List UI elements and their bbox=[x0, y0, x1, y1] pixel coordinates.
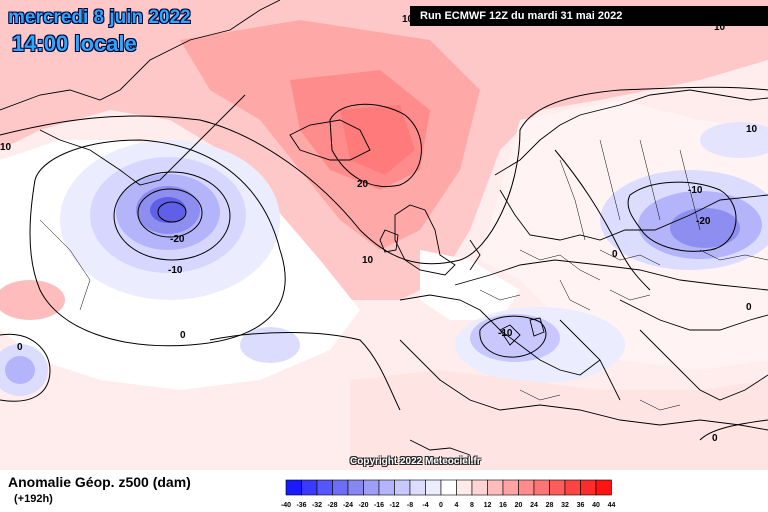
country-borders bbox=[39, 139, 768, 411]
legend-swatch bbox=[425, 479, 442, 496]
forecast-time: 14:00 locale bbox=[12, 31, 137, 56]
legend-tick-label: -28 bbox=[327, 502, 337, 509]
legend-tick-label: -36 bbox=[296, 502, 306, 509]
legend-swatch bbox=[502, 479, 519, 496]
legend-tick-label: 8 bbox=[470, 502, 474, 509]
legend-tick-label: 16 bbox=[499, 502, 507, 509]
legend-tick-label: 20 bbox=[515, 502, 523, 509]
legend-tick-label: -32 bbox=[312, 502, 322, 509]
legend-tick-label: 28 bbox=[546, 502, 554, 509]
legend-swatch bbox=[363, 479, 380, 496]
legend-swatch bbox=[440, 479, 457, 496]
contour-label: 0 bbox=[612, 249, 618, 260]
legend-swatch bbox=[595, 479, 612, 496]
legend-swatch bbox=[378, 479, 395, 496]
forecast-date: mercredi 8 juin 2022 bbox=[8, 7, 191, 28]
contour-label: 10 bbox=[402, 14, 414, 25]
legend-swatch bbox=[409, 479, 426, 496]
legend-swatch bbox=[471, 479, 488, 496]
contour-label: -10 bbox=[168, 265, 183, 276]
legend-swatch bbox=[394, 479, 411, 496]
contour-label: 10 bbox=[362, 255, 374, 266]
run-info: Run ECMWF 12Z du mardi 31 mai 2022 bbox=[410, 6, 768, 26]
legend-swatch bbox=[580, 479, 597, 496]
contour-label: -20 bbox=[170, 234, 185, 245]
legend-tick-label: -4 bbox=[422, 502, 428, 509]
legend-swatch bbox=[285, 479, 302, 496]
contour-label: 10 bbox=[746, 124, 758, 135]
legend-title: Anomalie Géop. z500 (dam) bbox=[8, 474, 191, 490]
copyright: Copyright 2022 Meteociel.fr bbox=[350, 456, 481, 467]
contour-labels: 20 10 10 10 -20 -10 0 -10 -20 0 -10 0 0 … bbox=[0, 14, 758, 444]
legend-swatch bbox=[316, 479, 333, 496]
legend-swatch bbox=[332, 479, 349, 496]
legend-swatch bbox=[347, 479, 364, 496]
contour-label: -10 bbox=[688, 185, 703, 196]
legend-tick-label: -20 bbox=[358, 502, 368, 509]
contour-label: -20 bbox=[696, 216, 711, 227]
legend-tick-label: -12 bbox=[389, 502, 399, 509]
legend-tick-label: 36 bbox=[577, 502, 585, 509]
contour-label: 20 bbox=[357, 179, 369, 190]
legend-swatch bbox=[301, 479, 318, 496]
forecast-range: (+192h) bbox=[14, 493, 53, 505]
legend-tick-label: 4 bbox=[455, 502, 459, 509]
legend-tick-label: -8 bbox=[407, 502, 413, 509]
contour-label: 10 bbox=[714, 22, 726, 33]
contour-label: 0 bbox=[180, 330, 186, 341]
legend-tick-label: 32 bbox=[561, 502, 569, 509]
legend-tick-label: 24 bbox=[530, 502, 538, 509]
legend-tick-label: 44 bbox=[608, 502, 616, 509]
contour-label: 0 bbox=[712, 433, 718, 444]
legend-swatch bbox=[456, 479, 473, 496]
contour-label: -10 bbox=[498, 328, 513, 339]
coastlines bbox=[0, 0, 768, 456]
legend-tick-label: 40 bbox=[592, 502, 600, 509]
contour-label: 0 bbox=[17, 342, 23, 353]
legend-tick-label: 12 bbox=[484, 502, 492, 509]
legend-tick-label: -40 bbox=[281, 502, 291, 509]
legend-tick-label: 0 bbox=[439, 502, 443, 509]
contours bbox=[0, 86, 768, 441]
legend-swatch bbox=[549, 479, 566, 496]
legend-swatch bbox=[564, 479, 581, 496]
legend-swatch bbox=[533, 479, 550, 496]
contour-label: 10 bbox=[0, 142, 12, 153]
legend-swatch bbox=[487, 479, 504, 496]
contour-label: 0 bbox=[746, 302, 752, 313]
legend-swatch bbox=[518, 479, 535, 496]
color-scale: -40 -36 -32 -28 -24 -20 -16 -12 -8 -4 0 4 8 12 16 20 24 2… bbox=[281, 479, 616, 509]
legend-tick-label: -16 bbox=[374, 502, 384, 509]
legend-tick-label: -24 bbox=[343, 502, 353, 509]
